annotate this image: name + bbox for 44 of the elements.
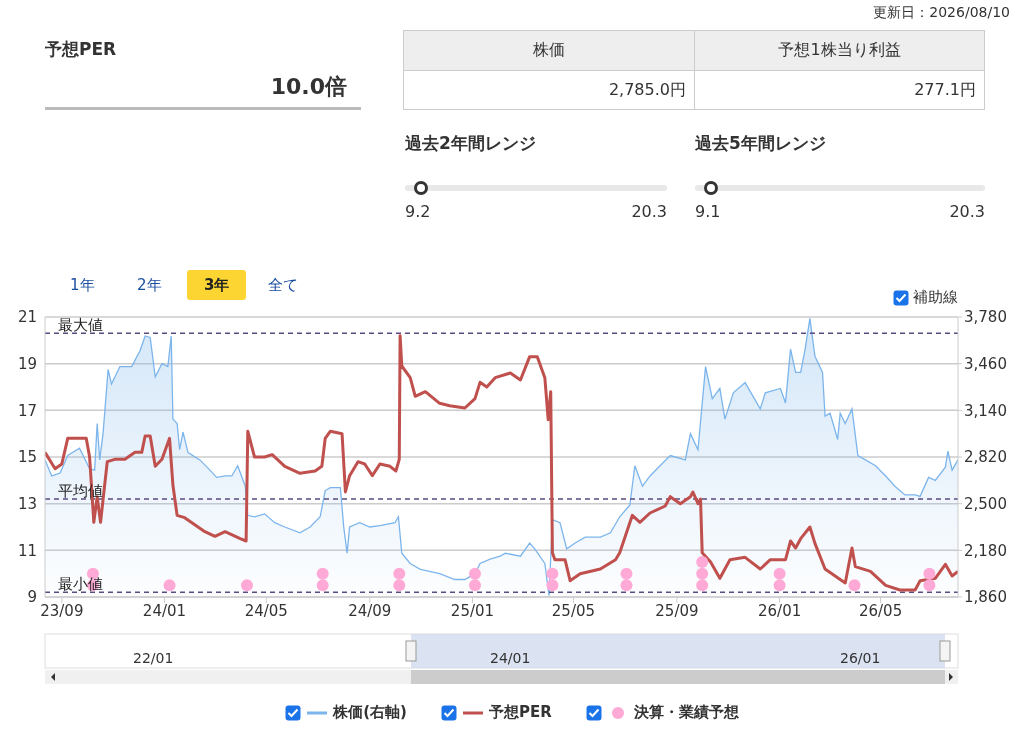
y-tick-label: 13 bbox=[17, 494, 37, 513]
x-tick-label: 26/05 bbox=[858, 601, 903, 620]
y2-tick-label: 2,500 bbox=[964, 494, 1007, 513]
x-tick-label: 26/01 bbox=[757, 601, 802, 620]
text: 全て bbox=[268, 275, 298, 296]
x-tick-label: 25/05 bbox=[551, 601, 596, 620]
y2-tick-label: 3,780 bbox=[964, 308, 1007, 327]
text: 過去2年間レンジ bbox=[405, 132, 536, 155]
text: 9.1 bbox=[695, 202, 721, 221]
y-tick-label: 17 bbox=[17, 401, 37, 420]
x-tick-label: 24/01 bbox=[142, 601, 187, 620]
text: 20.3 bbox=[630, 202, 667, 221]
y-tick-label: 21 bbox=[17, 308, 37, 327]
x-tick-label: 24/09 bbox=[348, 601, 392, 620]
x-tick-label: 25/09 bbox=[655, 601, 699, 620]
x-tick-label: 23/09 bbox=[40, 601, 84, 620]
legend-label: 株価(右軸) bbox=[333, 703, 407, 722]
y2-tick-label: 3,460 bbox=[964, 354, 1007, 373]
summary-table: 株価 2,785.0円 予想1株当り利益 277.1円 bbox=[403, 30, 985, 110]
text: 過去5年間レンジ bbox=[695, 132, 826, 155]
y2-tick-label: 3,140 bbox=[964, 401, 1007, 420]
legend-label: 決算・業績予想 bbox=[633, 703, 739, 722]
text: 予想PER bbox=[45, 38, 117, 61]
x-tick-label: 24/05 bbox=[244, 601, 288, 620]
text: 2年 bbox=[137, 275, 162, 296]
text: 9.2 bbox=[405, 202, 431, 221]
text: 10.0倍 bbox=[269, 73, 347, 101]
y-tick-label: 15 bbox=[17, 448, 37, 467]
selected-button: 3年 bbox=[187, 270, 247, 300]
y-tick-label: 9 bbox=[27, 588, 37, 607]
y2-tick-label: 2,820 bbox=[964, 448, 1007, 467]
y2-tick-label: 1,860 bbox=[964, 588, 1007, 607]
text: 1年 bbox=[70, 275, 95, 296]
text: 補助線 bbox=[913, 288, 958, 307]
y2-tick-label: 2,180 bbox=[964, 541, 1007, 560]
text: 更新日：2026/08/10 bbox=[872, 4, 1010, 22]
legend-label: 予想PER bbox=[488, 703, 552, 722]
x-tick-label: 25/01 bbox=[450, 601, 495, 620]
ref-line-label: 最小値 bbox=[58, 575, 103, 594]
y-tick-label: 19 bbox=[17, 354, 37, 373]
ref-line-label: 最大値 bbox=[58, 316, 103, 335]
y-tick-label: 11 bbox=[17, 541, 37, 560]
range-navigator: 22/01 24/01 26/01 bbox=[43, 633, 960, 685]
text: 20.3 bbox=[948, 202, 985, 221]
